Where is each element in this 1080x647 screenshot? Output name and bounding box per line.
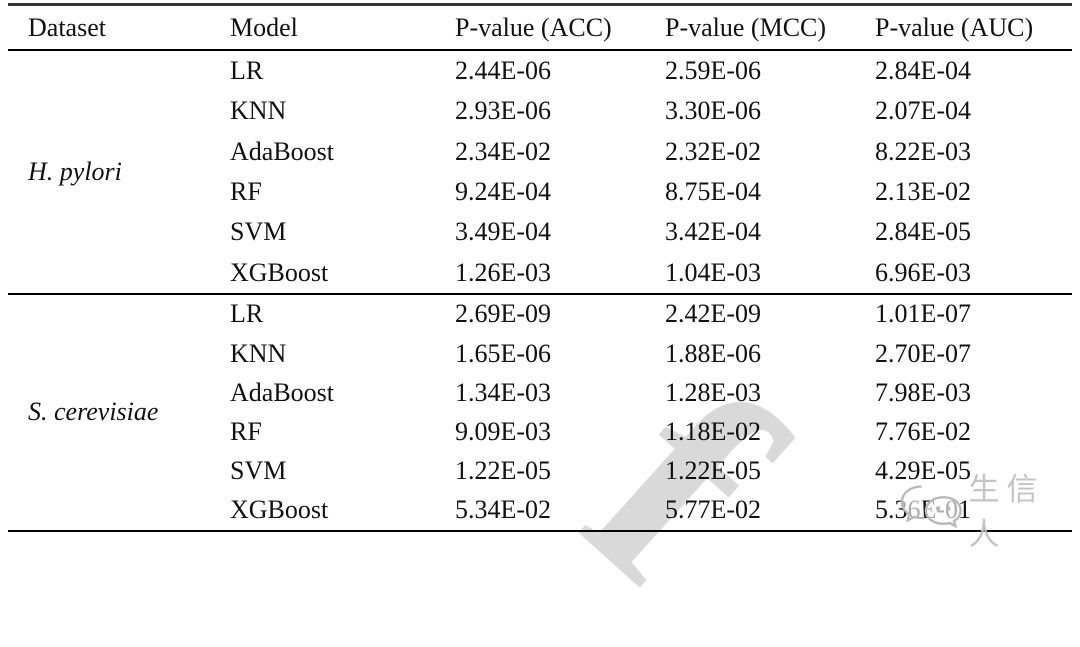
- pvalue-auc-cell: 5.36E-01: [875, 495, 972, 525]
- pvalue-auc-cell: 4.29E-05: [875, 456, 972, 486]
- pvalue-mcc-cell: 3.30E-06: [665, 96, 762, 126]
- pvalue-acc-cell: 3.49E-04: [455, 217, 552, 247]
- header-model: Model: [230, 12, 298, 42]
- dataset-section-s-cerevisiae: S. cerevisiae LR 2.69E-09 2.42E-09 1.01E…: [8, 295, 1072, 530]
- pvalue-acc-cell: 1.22E-05: [455, 456, 552, 486]
- pvalue-acc-cell: 1.34E-03: [455, 377, 552, 407]
- pvalue-auc-cell: 2.84E-04: [875, 56, 972, 86]
- pvalue-mcc-cell: 5.77E-02: [665, 495, 762, 525]
- model-cell: LR: [230, 299, 264, 329]
- pvalue-mcc-cell: 1.28E-03: [665, 377, 762, 407]
- header-pvalue-auc: P-value (AUC): [875, 12, 1034, 42]
- pvalue-acc-cell: 2.34E-02: [455, 136, 552, 166]
- dataset-label: S. cerevisiae: [28, 397, 159, 427]
- model-cell: LR: [230, 56, 264, 86]
- pvalue-mcc-cell: 2.42E-09: [665, 299, 762, 329]
- pvalue-auc-cell: 2.84E-05: [875, 217, 972, 247]
- model-cell: SVM: [230, 456, 287, 486]
- pvalue-mcc-cell: 3.42E-04: [665, 217, 762, 247]
- dataset-label: H. pylori: [28, 156, 122, 186]
- pvalue-auc-cell: 1.01E-07: [875, 299, 972, 329]
- pvalue-mcc-cell: 1.18E-02: [665, 416, 762, 446]
- model-cell: XGBoost: [230, 495, 329, 525]
- pvalue-acc-cell: 2.44E-06: [455, 56, 552, 86]
- dataset-section-h-pylori: H. pylori LR 2.44E-06 2.59E-06 2.84E-04 …: [8, 51, 1072, 295]
- header-pvalue-acc: P-value (ACC): [455, 12, 612, 42]
- pvalue-auc-cell: 2.13E-02: [875, 177, 972, 207]
- header-pvalue-mcc: P-value (MCC): [665, 12, 827, 42]
- pvalue-acc-cell: 9.24E-04: [455, 177, 552, 207]
- pvalue-auc-cell: 8.22E-03: [875, 136, 972, 166]
- model-cell: XGBoost: [230, 257, 329, 287]
- pvalue-acc-cell: 1.26E-03: [455, 257, 552, 287]
- table-header-row: Dataset Model P-value (ACC) P-value (MCC…: [8, 6, 1072, 51]
- model-cell: KNN: [230, 96, 287, 126]
- pvalue-auc-cell: 2.07E-04: [875, 96, 972, 126]
- pvalue-acc-cell: 5.34E-02: [455, 495, 552, 525]
- pvalue-auc-cell: 7.76E-02: [875, 416, 972, 446]
- page: f Dataset Model P-value (ACC) P-value (M…: [8, 3, 1072, 647]
- pvalue-mcc-cell: 1.04E-03: [665, 257, 762, 287]
- pvalue-acc-cell: 1.65E-06: [455, 338, 552, 368]
- pvalue-table: Dataset Model P-value (ACC) P-value (MCC…: [8, 3, 1072, 532]
- model-cell: RF: [230, 416, 262, 446]
- pvalue-auc-cell: 6.96E-03: [875, 257, 972, 287]
- model-cell: SVM: [230, 217, 287, 247]
- pvalue-mcc-cell: 1.22E-05: [665, 456, 762, 486]
- header-dataset: Dataset: [28, 12, 106, 42]
- pvalue-auc-cell: 7.98E-03: [875, 377, 972, 407]
- pvalue-acc-cell: 2.93E-06: [455, 96, 552, 126]
- model-cell: RF: [230, 177, 262, 207]
- model-cell: AdaBoost: [230, 136, 334, 166]
- pvalue-mcc-cell: 8.75E-04: [665, 177, 762, 207]
- pvalue-acc-cell: 2.69E-09: [455, 299, 552, 329]
- pvalue-auc-cell: 2.70E-07: [875, 338, 972, 368]
- model-cell: AdaBoost: [230, 377, 334, 407]
- pvalue-acc-cell: 9.09E-03: [455, 416, 552, 446]
- pvalue-mcc-cell: 2.59E-06: [665, 56, 762, 86]
- model-cell: KNN: [230, 338, 287, 368]
- pvalue-mcc-cell: 2.32E-02: [665, 136, 762, 166]
- pvalue-mcc-cell: 1.88E-06: [665, 338, 762, 368]
